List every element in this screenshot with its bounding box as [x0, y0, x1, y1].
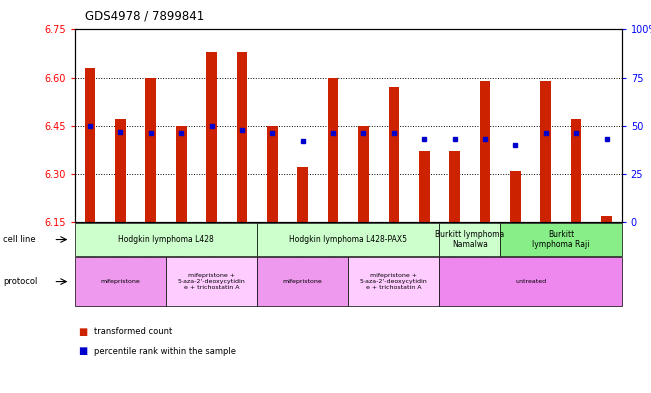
Bar: [85, 68, 95, 222]
Text: mifepristone +
5-aza-2'-deoxycytidin
e + trichostatin A: mifepristone + 5-aza-2'-deoxycytidin e +…: [178, 273, 245, 290]
Text: protocol: protocol: [3, 277, 38, 286]
Bar: [571, 119, 581, 222]
Bar: [449, 151, 460, 222]
Text: Hodgkin lymphoma L428-PAX5: Hodgkin lymphoma L428-PAX5: [289, 235, 408, 244]
Bar: [328, 78, 339, 222]
Bar: [389, 87, 399, 222]
Text: cell line: cell line: [3, 235, 36, 244]
Text: transformed count: transformed count: [94, 327, 173, 336]
Bar: [176, 126, 187, 222]
Bar: [298, 167, 308, 222]
Text: percentile rank within the sample: percentile rank within the sample: [94, 347, 236, 356]
Bar: [602, 216, 612, 222]
Bar: [206, 52, 217, 222]
Text: ■: ■: [78, 327, 87, 337]
Text: ■: ■: [78, 346, 87, 356]
Bar: [510, 171, 521, 222]
Text: Burkitt lymphoma
Namalwa: Burkitt lymphoma Namalwa: [435, 230, 505, 249]
Bar: [115, 119, 126, 222]
Text: Hodgkin lymphoma L428: Hodgkin lymphoma L428: [118, 235, 214, 244]
Bar: [419, 151, 430, 222]
Text: mifepristone +
5-aza-2'-deoxycytidin
e + trichostatin A: mifepristone + 5-aza-2'-deoxycytidin e +…: [360, 273, 428, 290]
Text: mifepristone: mifepristone: [100, 279, 141, 284]
Text: Burkitt
lymphoma Raji: Burkitt lymphoma Raji: [533, 230, 590, 249]
Text: GDS4978 / 7899841: GDS4978 / 7899841: [85, 10, 204, 23]
Bar: [146, 78, 156, 222]
Text: mifepristone: mifepristone: [283, 279, 323, 284]
Bar: [358, 126, 368, 222]
Bar: [540, 81, 551, 222]
Bar: [267, 126, 277, 222]
Bar: [237, 52, 247, 222]
Bar: [480, 81, 490, 222]
Text: untreated: untreated: [515, 279, 546, 284]
